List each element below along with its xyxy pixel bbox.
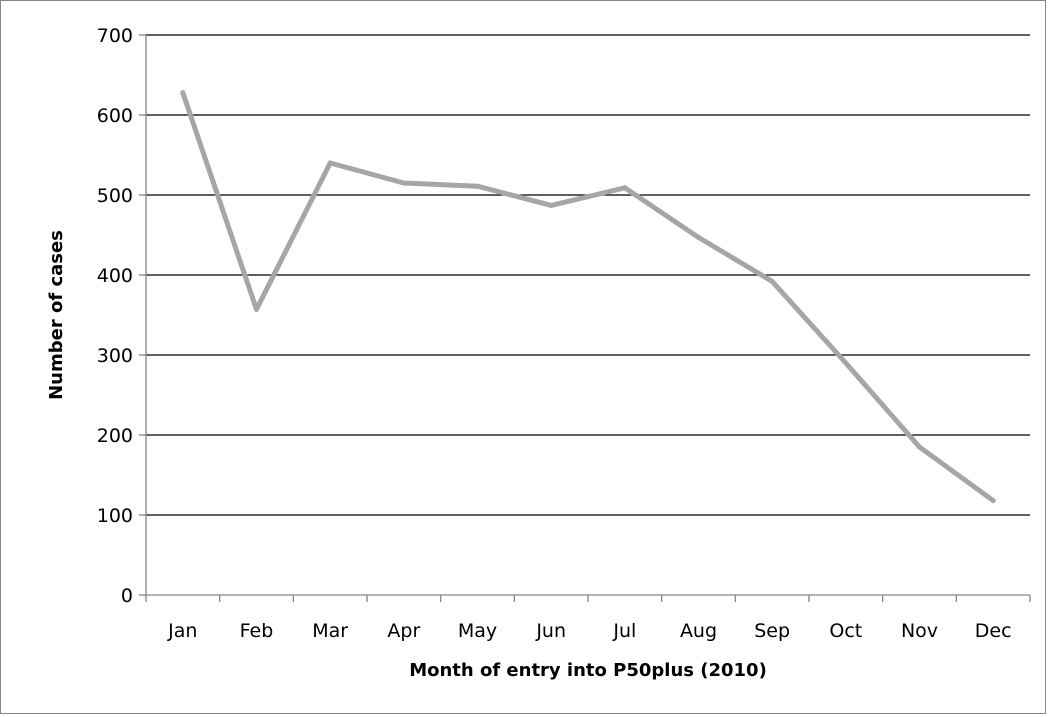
data-point	[180, 90, 186, 96]
x-tick-label: Dec	[975, 620, 1012, 642]
y-tick-label: 700	[97, 25, 133, 47]
data-point	[843, 360, 849, 366]
data-point	[622, 185, 628, 191]
y-tick-label: 100	[97, 505, 133, 527]
x-tick-label: Jan	[167, 620, 197, 642]
data-point	[696, 234, 701, 240]
data-point	[548, 202, 554, 208]
x-tick-label: Apr	[387, 620, 420, 642]
x-axis-title: Month of entry into P50plus (2010)	[409, 660, 767, 681]
y-axis-title: Number of cases	[46, 230, 67, 400]
series-layer	[180, 90, 996, 504]
data-point	[475, 183, 480, 189]
y-tick-label: 0	[121, 585, 133, 607]
x-tick-label: Nov	[901, 620, 938, 642]
y-tick-label: 400	[97, 265, 133, 287]
x-tick-label: Jun	[535, 620, 566, 642]
x-tick-label: Oct	[829, 620, 862, 642]
x-tick-label: Sep	[754, 620, 790, 642]
data-point	[327, 160, 333, 166]
x-tick-label: May	[458, 620, 497, 642]
x-tick-label: Jul	[612, 620, 636, 642]
x-tick-label: Aug	[680, 620, 717, 642]
y-tick-label: 600	[97, 105, 133, 127]
data-point	[401, 180, 407, 186]
gridlines	[146, 34, 1030, 516]
tick-labels: 0 100 200 300 400 500 600 700 Jan Feb Mar Apr May Jun…	[97, 25, 1012, 642]
series-line	[180, 90, 996, 504]
y-tick-label: 300	[97, 345, 133, 367]
y-tick-label: 500	[97, 185, 133, 207]
data-point	[254, 306, 259, 312]
data-point	[769, 278, 775, 284]
data-point	[990, 498, 996, 504]
x-tick-label: Mar	[312, 620, 348, 642]
data-point	[917, 444, 922, 450]
x-tick-label: Feb	[240, 620, 274, 642]
axes	[139, 34, 1031, 602]
y-tick-label: 200	[97, 425, 133, 447]
